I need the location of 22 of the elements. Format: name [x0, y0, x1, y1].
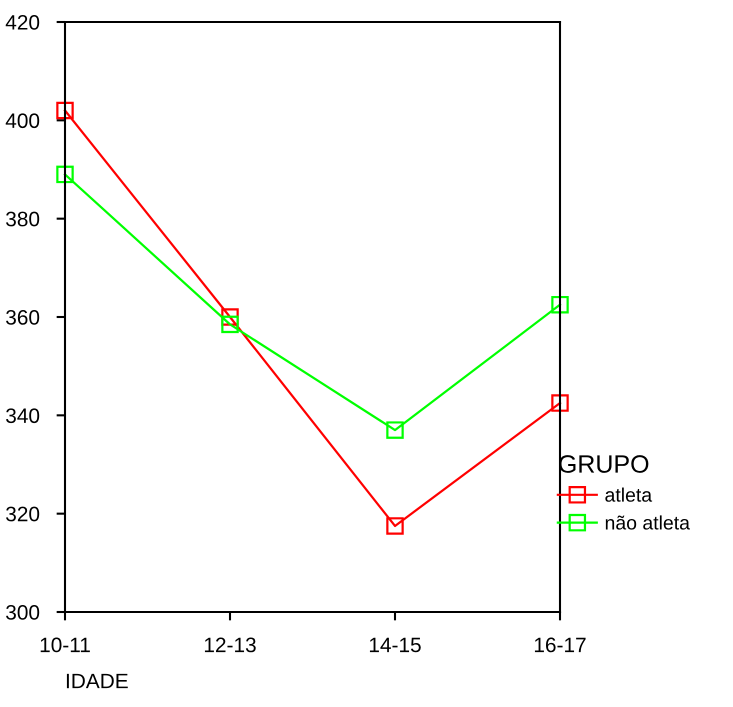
legend-label: atleta	[605, 488, 652, 502]
point	[386, 421, 404, 439]
point	[56, 166, 74, 184]
legend-label: não atleta	[606, 515, 690, 530]
y-tick-label: 420	[6, 15, 40, 30]
point	[56, 102, 74, 120]
y-tick-label: 380	[6, 212, 40, 226]
y-tick-label: 400	[6, 113, 40, 128]
y-tick-label: 320	[6, 506, 40, 522]
y-tick-label: 340	[6, 408, 40, 424]
x-tick-label: 14-15	[370, 638, 421, 652]
legend-title: GRUPO	[559, 455, 648, 473]
x-tick-label: 12-13	[204, 638, 256, 652]
x-tick-label: 10-11	[40, 638, 90, 652]
point	[551, 394, 569, 412]
x-tick-label: 16-17	[534, 638, 586, 652]
y-tick-label: 360	[6, 310, 40, 325]
point	[221, 316, 239, 334]
x-axis-title: IDADE	[66, 674, 128, 688]
point	[386, 517, 404, 535]
point	[551, 296, 569, 314]
y-tick-label: 300	[6, 605, 40, 620]
